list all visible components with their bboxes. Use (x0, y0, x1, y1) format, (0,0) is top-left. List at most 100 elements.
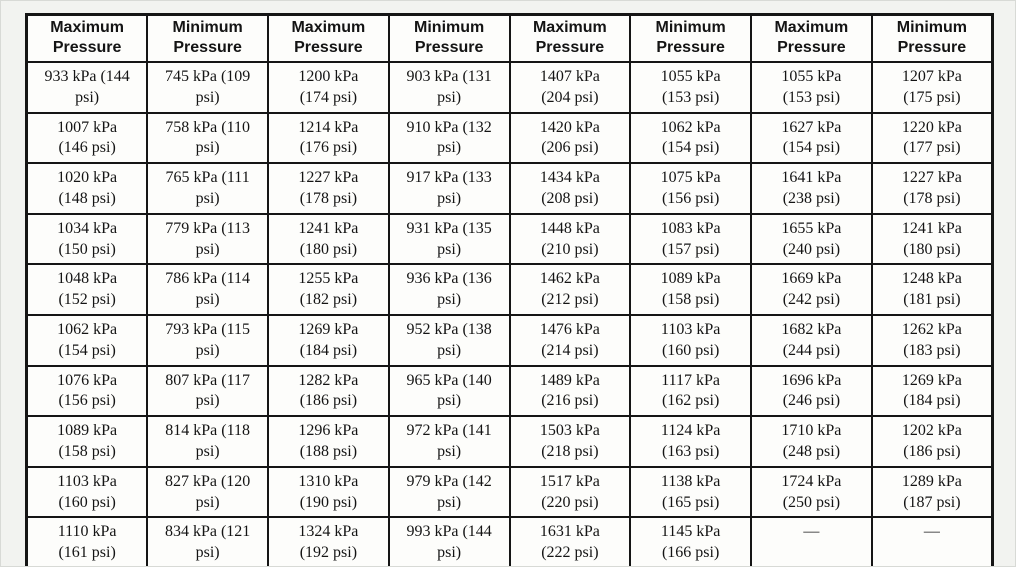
table-cell: 1103 kPa (160 psi) (629, 313, 752, 367)
table-cell: 933 kPa (144 psi) (25, 61, 149, 114)
table-cell: 1055 kPa (153 psi) (629, 61, 752, 114)
table-cell: 1669 kPa (242 psi) (750, 263, 873, 316)
table-cell: 1034 kPa (150 psi) (25, 212, 149, 266)
table-row: 1089 kPa (158 psi) 814 kPa (118 psi) 1296 … (25, 415, 994, 468)
table-cell: 1282 kPa (186 psi) (267, 364, 390, 418)
table-row: 1076 kPa (156 psi) 807 kPa (117 psi) 1282 … (25, 364, 994, 418)
table-cell: 936 kPa (136 psi) (387, 263, 511, 316)
table-cell: 1269 kPa (184 psi) (870, 364, 994, 418)
table-cell: 1075 kPa (156 psi) (629, 162, 752, 215)
table-cell: 993 kPa (144 psi) (387, 516, 511, 566)
table-cell: 779 kPa (113 psi) (146, 212, 269, 266)
table-cell: 834 kPa (121 psi) (146, 516, 269, 566)
table-cell: 910 kPa (132 psi) (387, 111, 511, 165)
table-cell: 814 kPa (118 psi) (146, 415, 269, 468)
table-cell: 1241 kPa (180 psi) (870, 212, 994, 266)
table-cell: 1255 kPa (182 psi) (267, 263, 390, 316)
table-row: 1103 kPa (160 psi) 827 kPa (120 psi) 1310 … (25, 465, 994, 519)
table-cell: 1076 kPa (156 psi) (25, 364, 149, 418)
table-cell: 1324 kPa (192 psi) (267, 516, 390, 566)
table-cell: 972 kPa (141 psi) (387, 415, 511, 468)
table-cell: 1448 kPa (210 psi) (508, 212, 632, 266)
table-cell: 1248 kPa (181 psi) (870, 263, 994, 316)
header-row: Maximum Pressure Minimum Pressure Maximum … (25, 13, 994, 63)
header-cell-4: Minimum Pressure (387, 13, 511, 63)
table-cell: 952 kPa (138 psi) (387, 313, 511, 367)
table-cell: — (870, 516, 994, 566)
tire-pressure-table: Maximum Pressure Minimum Pressure Maximum … (25, 13, 994, 566)
table-row: 1048 kPa (152 psi) 786 kPa (114 psi) 1255 … (25, 263, 994, 316)
table-cell: 1214 kPa (176 psi) (267, 111, 390, 165)
table-row: 1020 kPa (148 psi) 765 kPa (111 psi) 1227 … (25, 162, 994, 215)
table-cell: 1020 kPa (148 psi) (25, 162, 149, 215)
table-row: 933 kPa (144 psi) 745 kPa (109 psi) 1200 k… (25, 61, 994, 114)
table-cell: 745 kPa (109 psi) (146, 61, 269, 114)
table-cell: 793 kPa (115 psi) (146, 313, 269, 367)
table-cell: 1517 kPa (220 psi) (508, 465, 632, 519)
table-cell: 1117 kPa (162 psi) (629, 364, 752, 418)
table-cell: 1682 kPa (244 psi) (750, 313, 873, 367)
table-cell: 1489 kPa (216 psi) (508, 364, 632, 418)
table-cell: 1202 kPa (186 psi) (870, 415, 994, 468)
table-cell: 1434 kPa (208 psi) (508, 162, 632, 215)
table-cell: 1631 kPa (222 psi) (508, 516, 632, 566)
table-row: 1007 kPa (146 psi) 758 kPa (110 psi) 1214 … (25, 111, 994, 165)
table-cell: 965 kPa (140 psi) (387, 364, 511, 418)
table-cell: 1696 kPa (246 psi) (750, 364, 873, 418)
header-cell-3: Maximum Pressure (267, 13, 390, 63)
table-cell: 1062 kPa (154 psi) (629, 111, 752, 165)
table-cell: 1641 kPa (238 psi) (750, 162, 873, 215)
table-cell: 1138 kPa (165 psi) (629, 465, 752, 519)
header-cell-6: Minimum Pressure (629, 13, 752, 63)
header-cell-5: Maximum Pressure (508, 13, 632, 63)
table-cell: 1627 kPa (154 psi) (750, 111, 873, 165)
table-cell: 1110 kPa (161 psi) (25, 516, 149, 566)
table-row: 1062 kPa (154 psi) 793 kPa (115 psi) 1269 … (25, 313, 994, 367)
header-cell-2: Minimum Pressure (146, 13, 269, 63)
table-cell: 931 kPa (135 psi) (387, 212, 511, 266)
header-cell-7: Maximum Pressure (750, 13, 873, 63)
table-cell: 758 kPa (110 psi) (146, 111, 269, 165)
table-cell: 1262 kPa (183 psi) (870, 313, 994, 367)
table-cell: 1048 kPa (152 psi) (25, 263, 149, 316)
table-cell: 1089 kPa (158 psi) (25, 415, 149, 468)
table-cell: 1724 kPa (250 psi) (750, 465, 873, 519)
table-body: 933 kPa (144 psi) 745 kPa (109 psi) 1200 k… (25, 61, 994, 566)
table-cell: 1227 kPa (178 psi) (870, 162, 994, 215)
table-cell: 1083 kPa (157 psi) (629, 212, 752, 266)
header-cell-1: Maximum Pressure (25, 13, 149, 63)
table-cell: 1089 kPa (158 psi) (629, 263, 752, 316)
table-cell: 1062 kPa (154 psi) (25, 313, 149, 367)
table-row: 1110 kPa (161 psi) 834 kPa (121 psi) 1324 … (25, 516, 994, 566)
table-header: Maximum Pressure Minimum Pressure Maximum … (25, 13, 994, 63)
table-cell: 1420 kPa (206 psi) (508, 111, 632, 165)
table-cell: 1055 kPa (153 psi) (750, 61, 873, 114)
table-cell: 1462 kPa (212 psi) (508, 263, 632, 316)
table-row: 1034 kPa (150 psi) 779 kPa (113 psi) 1241 … (25, 212, 994, 266)
header-cell-8: Minimum Pressure (870, 13, 994, 63)
table-cell: 1007 kPa (146 psi) (25, 111, 149, 165)
table-cell: 765 kPa (111 psi) (146, 162, 269, 215)
table-cell: 1207 kPa (175 psi) (870, 61, 994, 114)
table-cell: — (750, 516, 873, 566)
table-cell: 979 kPa (142 psi) (387, 465, 511, 519)
table-cell: 807 kPa (117 psi) (146, 364, 269, 418)
table-cell: 917 kPa (133 psi) (387, 162, 511, 215)
table-cell: 1407 kPa (204 psi) (508, 61, 632, 114)
table-cell: 1296 kPa (188 psi) (267, 415, 390, 468)
table-cell: 1103 kPa (160 psi) (25, 465, 149, 519)
table-cell: 827 kPa (120 psi) (146, 465, 269, 519)
table-cell: 1145 kPa (166 psi) (629, 516, 752, 566)
table-cell: 1310 kPa (190 psi) (267, 465, 390, 519)
table-cell: 1476 kPa (214 psi) (508, 313, 632, 367)
table-cell: 1655 kPa (240 psi) (750, 212, 873, 266)
table-cell: 1241 kPa (180 psi) (267, 212, 390, 266)
table-cell: 786 kPa (114 psi) (146, 263, 269, 316)
table-cell: 1710 kPa (248 psi) (750, 415, 873, 468)
table-cell: 1220 kPa (177 psi) (870, 111, 994, 165)
table-cell: 1269 kPa (184 psi) (267, 313, 390, 367)
table-cell: 1124 kPa (163 psi) (629, 415, 752, 468)
table-cell: 903 kPa (131 psi) (387, 61, 511, 114)
table-cell: 1289 kPa (187 psi) (870, 465, 994, 519)
